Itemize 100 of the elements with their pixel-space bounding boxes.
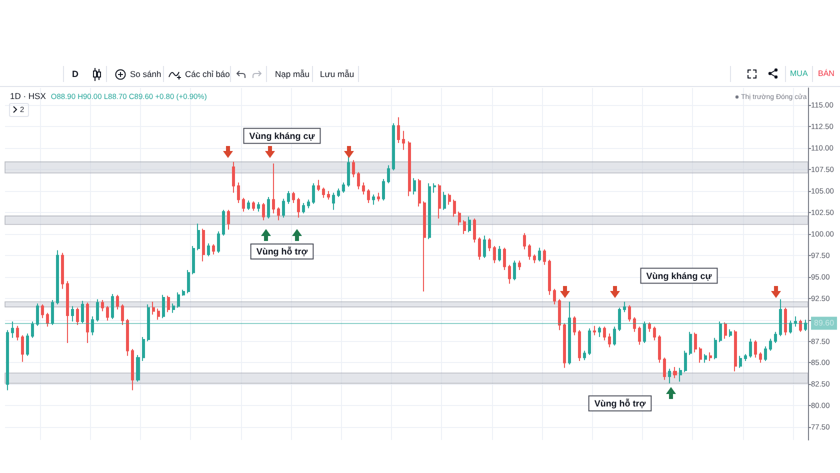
candlestick <box>488 238 491 252</box>
candlestick <box>352 160 355 178</box>
candlestick <box>342 182 345 194</box>
candlestick <box>41 304 44 319</box>
candlestick <box>382 178 385 201</box>
candlestick <box>21 334 24 362</box>
candlestick <box>739 355 742 368</box>
candlestick <box>493 245 496 264</box>
candlestick <box>207 242 210 257</box>
candlestick <box>774 331 777 344</box>
candlestick <box>257 202 260 212</box>
candlestick <box>282 198 285 218</box>
candlestick <box>392 122 395 171</box>
candlestick <box>177 292 180 308</box>
candlestick <box>222 209 225 236</box>
candlestick <box>408 140 411 197</box>
candlestick <box>262 202 265 221</box>
candlestick <box>402 130 405 150</box>
candlestick <box>312 182 315 204</box>
text: MUA <box>790 69 808 78</box>
candlestick <box>513 260 516 281</box>
candlestick <box>704 354 707 364</box>
candlestick <box>463 220 466 234</box>
candlestick <box>232 161 235 194</box>
candlestick <box>789 320 792 334</box>
ref-line-label: 89.60 <box>814 318 835 328</box>
candlestick <box>508 264 511 284</box>
text: So sánh <box>130 69 162 79</box>
candlestick <box>46 312 49 328</box>
text: Lưu mẫu <box>320 69 354 79</box>
candlestick <box>252 200 255 212</box>
candlestick <box>679 367 682 382</box>
candlestick <box>598 326 601 338</box>
candlestick <box>784 307 787 336</box>
candlestick <box>689 331 692 356</box>
candlestick <box>66 280 69 344</box>
candlestick <box>759 352 762 364</box>
candlestick <box>157 308 160 320</box>
band-label: Vùng kháng cự <box>646 270 712 281</box>
candlestick <box>242 197 245 212</box>
band-label: Vùng kháng cự <box>249 130 316 141</box>
text: BÁN <box>818 69 834 78</box>
candlestick <box>749 338 752 358</box>
candlestick <box>673 366 677 379</box>
candlestick <box>608 333 611 348</box>
candlestick <box>91 316 94 336</box>
candlestick <box>56 250 59 305</box>
candlestick <box>663 357 666 380</box>
candlestick <box>433 182 436 194</box>
candlestick <box>126 318 129 356</box>
candlestick <box>648 322 651 332</box>
candlestick <box>237 182 240 204</box>
candlestick <box>573 316 576 336</box>
candlestick <box>212 244 215 256</box>
candlestick <box>729 328 732 338</box>
candlestick <box>11 321 14 338</box>
candlestick <box>613 326 616 346</box>
candlestick <box>277 206 280 221</box>
candlestick <box>694 332 697 353</box>
candlestick <box>111 294 114 320</box>
candlestick <box>332 192 335 210</box>
candlestick <box>528 244 531 260</box>
candlestick <box>322 187 325 198</box>
candlestick <box>162 294 165 319</box>
candlestick <box>453 199 456 218</box>
candlestick <box>377 192 380 202</box>
candlestick <box>197 223 200 251</box>
candlestick <box>31 321 34 338</box>
candlestick <box>633 316 636 332</box>
candlestick <box>302 202 305 214</box>
candlestick <box>478 236 481 260</box>
candlestick <box>362 182 365 195</box>
candlestick <box>548 259 551 296</box>
candlestick <box>603 326 606 341</box>
candlestick <box>292 191 295 204</box>
candlestick <box>643 321 646 344</box>
candlestick <box>317 179 320 192</box>
band-label: Vùng hỗ trợ <box>594 398 646 408</box>
candlestick <box>754 340 757 358</box>
candlestick <box>523 232 526 250</box>
candlestick <box>357 172 360 190</box>
candlestick <box>593 325 596 336</box>
candlestick <box>51 300 54 326</box>
candlestick <box>307 199 310 209</box>
candlestick <box>588 328 591 356</box>
candlestick <box>653 326 656 341</box>
band-label: Vùng hỗ trợ <box>256 246 308 257</box>
candlestick <box>387 164 390 184</box>
candlestick <box>458 211 461 226</box>
candlestick <box>623 301 626 313</box>
candlestick <box>448 193 451 206</box>
candlestick <box>734 330 737 372</box>
candlestick <box>764 346 767 362</box>
candlestick <box>297 197 300 218</box>
candlestick <box>337 188 340 198</box>
candlestick <box>287 190 290 204</box>
candlestick <box>26 333 29 356</box>
candlestick <box>724 322 727 340</box>
candlestick <box>272 163 275 214</box>
candlestick <box>147 304 150 342</box>
